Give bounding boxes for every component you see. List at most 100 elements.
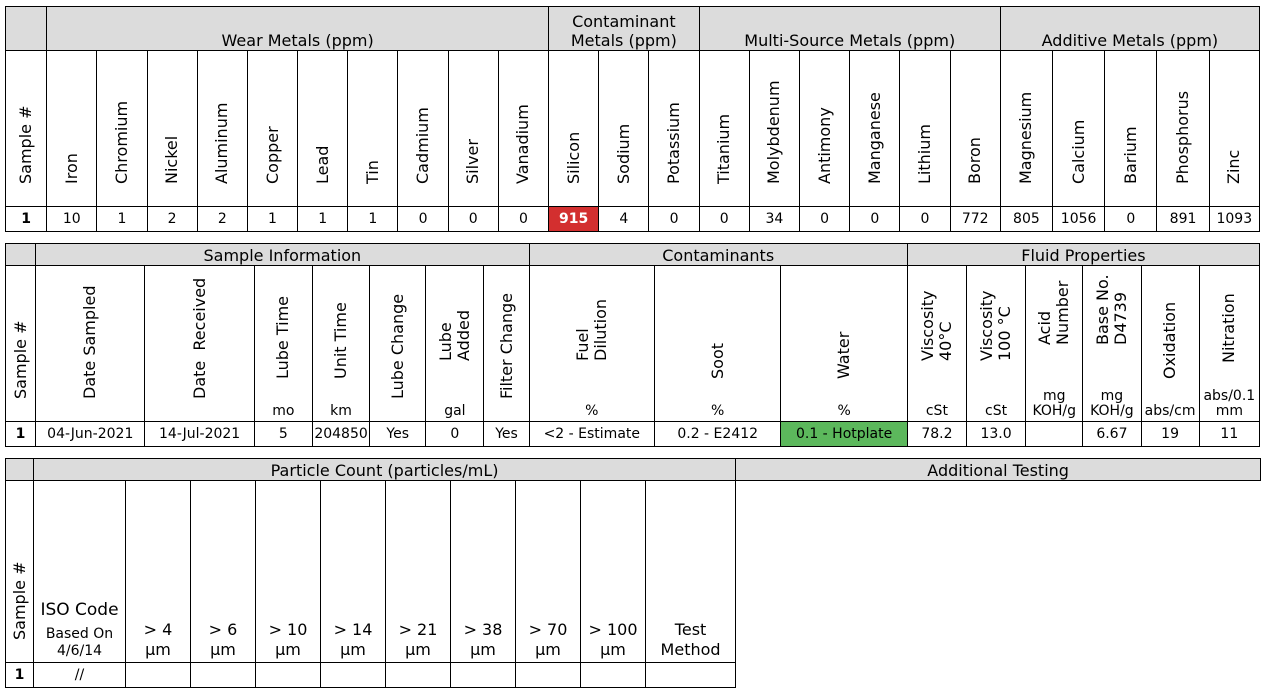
column-header-oxidation: Oxidation abs/cm — [1140, 265, 1200, 422]
column-header-molybdenum: Molybdenum — [748, 50, 801, 207]
group-sample-information: Sample Information — [35, 243, 530, 266]
column-header-fuel-dilution: Fuel Dilution% — [528, 265, 656, 422]
sample-number-header: Sample # — [4, 50, 48, 207]
value-water: 0.1 - Hotplate — [780, 421, 908, 447]
value-zinc: 1093 — [1208, 206, 1261, 232]
value-gt-38-m — [450, 662, 516, 688]
column-header-chromium: Chromium — [96, 50, 148, 207]
value-filter-change: Yes — [483, 421, 530, 447]
iso-code-label: ISO Code — [40, 600, 119, 620]
column-unit: abs/cm — [1144, 403, 1196, 419]
value-fuel-dilution: <2 - Estimate — [528, 421, 656, 447]
value-gt-10-m — [255, 662, 321, 688]
value-gt-4-m — [125, 662, 191, 688]
group-particle-count: Particle Count (particles/mL) — [32, 458, 737, 481]
corner-cell — [4, 6, 48, 51]
column-header-lube-added: Lube Added gal — [425, 265, 485, 422]
column-header-gt-6-m: > 6 µm — [190, 480, 256, 663]
sample-number: 1 — [4, 206, 48, 232]
column-header-nitration: Nitration abs/0.1 mm — [1198, 265, 1261, 422]
value-unit-time: 204850 — [311, 421, 371, 447]
value-gt-21-m — [385, 662, 451, 688]
column-header-viscosity-40-c: Viscosity 40°C cSt — [906, 265, 967, 422]
additional-testing-area — [735, 480, 1261, 688]
value-oxidation: 19 — [1140, 421, 1200, 447]
column-header-viscosity-100-c: Viscosity 100 °C cSt — [965, 265, 1027, 422]
value-boron: 772 — [949, 206, 1001, 232]
sample-number-header: Sample # — [5, 480, 34, 663]
column-header-date-sampled: Date Sampled — [35, 265, 146, 422]
metals-table: Wear Metals (ppm) Contaminant Metals (pp… — [4, 6, 1261, 232]
column-header-test-method: Test Method — [644, 480, 737, 663]
column-header-gt-14-m: > 14 µm — [320, 480, 386, 663]
column-unit: abs/0.1 mm — [1203, 388, 1256, 419]
column-header-soot: Soot% — [653, 265, 782, 422]
column-header-gt-70-m: > 70 µm — [515, 480, 581, 663]
value-acid-number — [1025, 421, 1084, 447]
value-nitration: 11 — [1198, 421, 1261, 447]
column-header-silver: Silver — [447, 50, 499, 207]
value-silicon: 915 — [548, 206, 600, 232]
column-header-sodium: Sodium — [598, 50, 650, 207]
sample-number: 1 — [4, 421, 37, 447]
value-lube-change: Yes — [369, 421, 427, 447]
value-viscosity-100-c: 13.0 — [965, 421, 1027, 447]
value-lithium: 0 — [899, 206, 951, 232]
value-cadmium: 0 — [397, 206, 449, 232]
value-lube-time: 5 — [253, 421, 313, 447]
value-antimony: 0 — [799, 206, 851, 232]
value-barium: 0 — [1104, 206, 1158, 232]
column-header-zinc: Zinc — [1208, 50, 1261, 207]
iso-code-basis: Based On 4/6/14 — [45, 626, 114, 659]
value-copper: 1 — [246, 206, 299, 232]
value-vanadium: 0 — [497, 206, 550, 232]
column-header-vanadium: Vanadium — [497, 50, 550, 207]
value-soot: 0.2 - E2412 — [653, 421, 782, 447]
group-additive-metals: Additive Metals (ppm) — [999, 6, 1261, 51]
column-header-base-no-d4739: Base No. D4739 mg KOH/g — [1082, 265, 1142, 422]
column-header-silicon: Silicon — [548, 50, 600, 207]
value-lead: 1 — [297, 206, 349, 232]
column-header-lube-change: Lube Change — [369, 265, 427, 422]
value-manganese: 0 — [849, 206, 901, 232]
column-unit: mg KOH/g — [1090, 388, 1134, 419]
column-header-copper: Copper — [246, 50, 299, 207]
column-header-aluminum: Aluminum — [196, 50, 248, 207]
value-titanium: 0 — [698, 206, 750, 232]
value-silver: 0 — [447, 206, 499, 232]
value-iron: 10 — [46, 206, 98, 232]
column-header-acid-number: Acid Number mg KOH/g — [1025, 265, 1084, 422]
group-contaminants: Contaminants — [528, 243, 908, 266]
column-header-boron: Boron — [949, 50, 1001, 207]
value-molybdenum: 34 — [748, 206, 801, 232]
group-multi-source-metals: Multi-Source Metals (ppm) — [698, 6, 1001, 51]
value-magnesium: 805 — [999, 206, 1054, 232]
value-date-sampled: 04-Jun-2021 — [35, 421, 146, 447]
sample-number: 1 — [5, 662, 34, 688]
particle-count-table: Particle Count (particles/mL) Additional… — [5, 458, 1262, 688]
value-test-method — [644, 662, 737, 688]
group-additional-testing: Additional Testing — [735, 458, 1262, 481]
value-calcium: 1056 — [1052, 206, 1106, 232]
column-header-phosphorus: Phosphorus — [1156, 50, 1210, 207]
column-header-unit-time: Unit Time km — [311, 265, 371, 422]
value-viscosity-40-c: 78.2 — [906, 421, 967, 447]
corner-cell — [4, 243, 37, 266]
column-header-gt-4-m: > 4 µm — [125, 480, 191, 663]
column-unit: % — [585, 403, 599, 419]
value-lube-added: 0 — [425, 421, 485, 447]
value-gt-70-m — [515, 662, 581, 688]
corner-cell — [5, 458, 34, 481]
column-header-gt-100-m: > 100 µm — [580, 480, 646, 663]
value-phosphorus: 891 — [1156, 206, 1210, 232]
column-header-gt-10-m: > 10 µm — [255, 480, 321, 663]
column-header-lube-time: Lube Time mo — [253, 265, 313, 422]
value-tin: 1 — [347, 206, 399, 232]
group-contaminant-metals: Contaminant Metals (ppm) — [548, 6, 700, 51]
column-header-iron: Iron — [46, 50, 98, 207]
group-wear-metals: Wear Metals (ppm) — [46, 6, 550, 51]
column-header-lithium: Lithium — [899, 50, 951, 207]
value-date-received: 14-Jul-2021 — [144, 421, 255, 447]
value-gt-6-m — [190, 662, 256, 688]
value-nickel: 2 — [146, 206, 198, 232]
